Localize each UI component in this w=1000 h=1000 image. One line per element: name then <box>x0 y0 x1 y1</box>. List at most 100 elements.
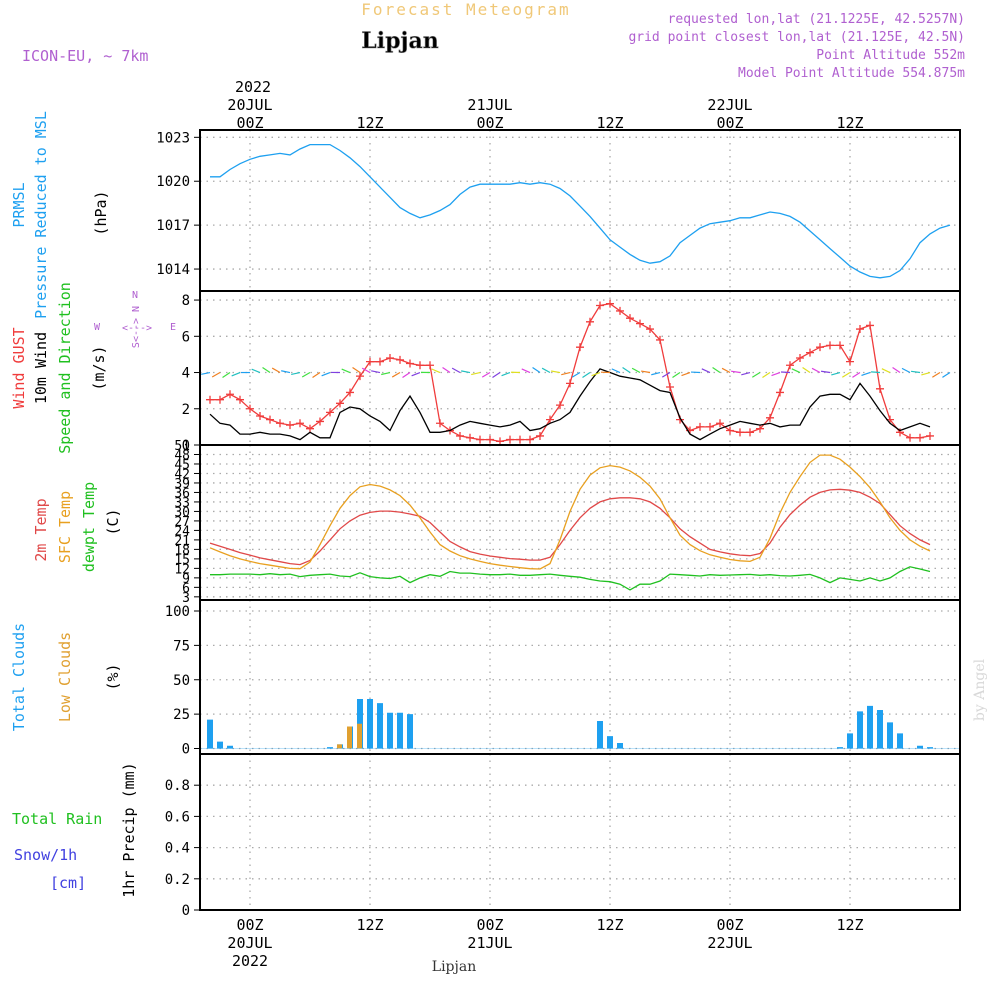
bar-total-clouds <box>837 747 843 749</box>
wind-arrow <box>231 371 241 377</box>
gust-marker <box>466 433 474 442</box>
gust-marker <box>356 372 364 381</box>
compass-ns: S<--> N <box>131 306 142 348</box>
top-day-label: 21JUL <box>467 96 512 114</box>
wind-direction-arrows <box>201 366 951 379</box>
series-prmsl <box>210 143 951 279</box>
y-tick-label: 6 <box>182 329 190 345</box>
wind-arrow <box>622 366 631 374</box>
y-tick-label: 1017 <box>156 218 190 234</box>
wind-arrow <box>492 372 501 379</box>
wind-arrow <box>431 368 441 374</box>
gust-marker <box>246 404 254 413</box>
y-tick-label: 42 <box>174 467 190 482</box>
panel-precipitation: 0 0.2 0.4 0.6 0.8 <box>165 753 961 919</box>
wind-arrow <box>631 367 641 374</box>
bottom-day-label: 22JUL <box>707 934 752 952</box>
bar-total-clouds <box>847 733 853 749</box>
series-10m-wind <box>209 368 931 441</box>
wind-arrow <box>222 372 231 379</box>
gust-marker <box>396 355 404 364</box>
chart-title: Forecast Meteogram <box>361 0 570 19</box>
wind-arrow <box>312 372 321 379</box>
y-tick-label: 0.4 <box>165 841 190 857</box>
gust-marker <box>276 419 284 428</box>
wind-arrow <box>361 367 371 374</box>
wind-arrow <box>831 371 841 376</box>
low-clouds-label: Low Clouds <box>56 632 74 722</box>
gust-marker <box>896 428 904 437</box>
pressure-unit: (hPa) <box>92 190 110 235</box>
point-altitude: Point Altitude 552m <box>816 48 965 63</box>
y-tick-label: 30 <box>174 505 190 520</box>
wind-arrow <box>751 372 761 378</box>
bar-total-clouds <box>897 733 903 749</box>
clouds-unit: (%) <box>104 663 122 690</box>
wind-arrow <box>651 371 661 376</box>
y-tick-label: 24 <box>174 524 190 539</box>
panel-frame <box>199 129 961 292</box>
top-hour-label: 00Z <box>716 114 743 132</box>
bar-total-clouds <box>927 747 933 749</box>
wind-arrow <box>861 371 871 377</box>
gust-marker <box>766 413 774 422</box>
gust-marker <box>856 325 864 334</box>
gust-marker <box>226 390 234 399</box>
gust-marker <box>636 319 644 328</box>
series-2m-temp <box>209 488 931 566</box>
wind-arrow <box>271 367 281 374</box>
gust-marker <box>606 299 614 308</box>
gridpoint-coords: grid point closest lon,lat (21.125E, 42.… <box>628 30 965 45</box>
series-sfc-temp <box>209 454 931 570</box>
wind-arrow <box>291 371 301 375</box>
wind-arrow <box>471 371 481 376</box>
wind-arrow <box>211 372 221 378</box>
bar-total-clouds <box>217 741 223 749</box>
wind-arrow <box>661 372 671 378</box>
panel-prmsl: 1014 1017 1020 1023 <box>156 129 961 292</box>
wind-arrow <box>611 368 621 374</box>
model-altitude: Model Point Altitude 554.875m <box>738 66 965 81</box>
gust-marker <box>716 419 724 428</box>
gust-marker <box>216 395 224 404</box>
wind-arrow <box>262 367 271 374</box>
bar-total-clouds <box>887 722 893 749</box>
wind-arrow <box>881 368 891 374</box>
gust-marker <box>826 341 834 350</box>
y-tick-label: 0 <box>182 742 190 758</box>
wind-arrow <box>321 371 331 377</box>
gust-marker <box>626 314 634 323</box>
temp2m-label: 2m Temp <box>32 498 50 561</box>
precip-unit: 1hr Precip (mm) <box>120 762 138 897</box>
gust-marker <box>526 435 534 444</box>
gust-marker <box>376 357 384 366</box>
wind-arrow <box>352 367 361 374</box>
gust-marker <box>596 301 604 310</box>
wind-arrow <box>402 372 411 379</box>
bottom-day-label: 21JUL <box>467 934 512 952</box>
bar-low-clouds <box>337 744 342 749</box>
bar-total-clouds <box>377 703 383 749</box>
gust-marker <box>746 428 754 437</box>
wind-arrow <box>251 368 261 374</box>
wind-arrow <box>701 368 711 374</box>
wind-arrow <box>721 367 731 374</box>
bar-total-clouds <box>857 711 863 749</box>
gust-marker <box>336 399 344 408</box>
y-tick-label: 18 <box>174 543 190 558</box>
wind-arrow <box>791 368 801 374</box>
gust-marker <box>366 357 374 366</box>
wind-arrow <box>451 367 461 374</box>
bar-total-clouds <box>877 710 883 749</box>
series-dewpt-temp <box>210 566 931 591</box>
bar-total-clouds <box>607 736 613 749</box>
gust-marker <box>866 321 874 330</box>
gust-marker <box>876 384 884 393</box>
gust-marker <box>796 354 804 363</box>
wind-arrow <box>870 371 881 374</box>
bar-total-clouds <box>867 705 873 749</box>
wind-arrow <box>381 371 391 376</box>
model-label: ICON-EU, ~ 7km <box>22 47 148 65</box>
wind-arrow <box>771 371 781 377</box>
y-tick-label: 8 <box>182 293 190 309</box>
